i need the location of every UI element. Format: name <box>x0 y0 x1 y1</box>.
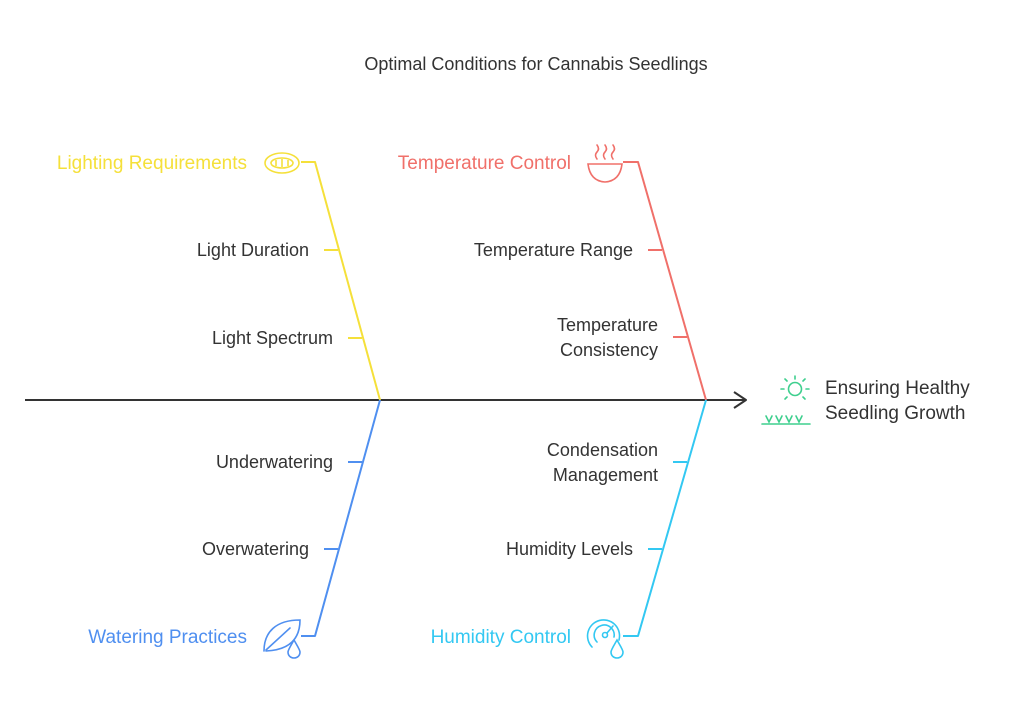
leaf-drop-icon <box>263 619 301 659</box>
cause-condensation-management-line1: Condensation <box>547 440 658 460</box>
cause-condensation-management-line2: Management <box>553 465 658 485</box>
branch-humidity-line <box>623 399 707 637</box>
branch-lighting-line <box>301 161 381 401</box>
branch-temperature: Temperature Control Temperature Range Te… <box>398 144 707 401</box>
category-label-watering: Watering Practices <box>88 627 247 648</box>
effect-label-line1: Ensuring Healthy <box>825 378 970 399</box>
cause-temperature-consistency-line1: Temperature <box>557 315 658 335</box>
category-label-temperature: Temperature Control <box>398 153 571 174</box>
effect-label-line2: Seedling Growth <box>825 403 965 424</box>
branch-temperature-line <box>623 161 707 401</box>
sprout-sun-icon <box>761 375 811 425</box>
effect-group: Ensuring Healthy Seedling Growth <box>761 375 970 425</box>
gauge-drop-icon <box>586 619 624 659</box>
branch-watering: Watering Practices Underwatering Overwat… <box>88 399 381 659</box>
cause-overwatering: Overwatering <box>202 539 309 559</box>
cause-underwatering: Underwatering <box>216 452 333 472</box>
spine <box>25 391 747 409</box>
branch-watering-line <box>301 399 381 637</box>
cause-temperature-consistency-line2: Consistency <box>560 340 658 360</box>
category-label-lighting: Lighting Requirements <box>57 153 247 174</box>
cause-humidity-levels: Humidity Levels <box>506 539 633 559</box>
category-label-humidity: Humidity Control <box>431 627 571 648</box>
cause-light-spectrum: Light Spectrum <box>212 328 333 348</box>
branch-humidity: Humidity Control Condensation Management… <box>431 399 707 659</box>
light-panel-icon <box>264 152 300 174</box>
cause-light-duration: Light Duration <box>197 240 309 260</box>
cause-temperature-range: Temperature Range <box>474 240 633 260</box>
spine-arrowhead <box>733 391 747 409</box>
branch-lighting: Lighting Requirements Light Duration Lig… <box>57 152 381 401</box>
diagram-title: Optimal Conditions for Cannabis Seedling… <box>364 54 707 74</box>
steaming-bowl-icon <box>587 144 623 183</box>
